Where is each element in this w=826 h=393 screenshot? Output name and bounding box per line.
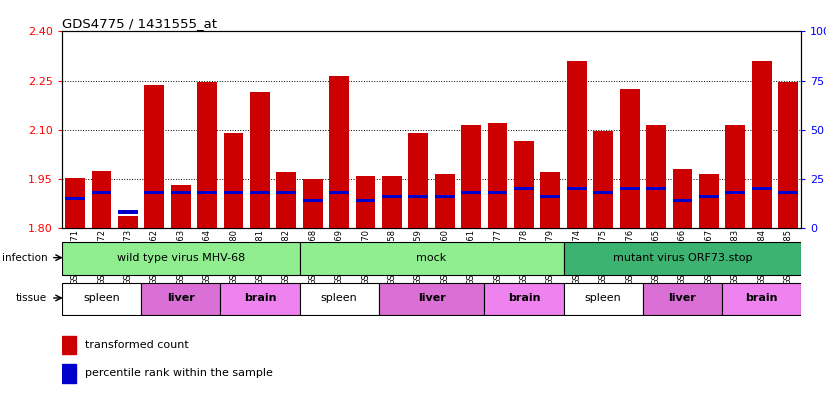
Bar [409,133,429,228]
Bar [277,172,297,228]
Bar [330,75,349,228]
Bar [461,191,481,195]
Bar [699,195,719,198]
Bar [593,131,613,228]
Text: spleen: spleen [320,293,358,303]
Bar [540,195,560,198]
Text: spleen: spleen [83,293,120,303]
Bar [672,169,692,228]
Bar [250,191,270,195]
Text: liver: liver [167,293,195,303]
Bar [356,198,376,202]
Bar [672,198,692,202]
Text: transformed count: transformed count [84,340,188,350]
Bar [752,61,771,228]
Bar [434,174,454,228]
Text: liver: liver [418,293,445,303]
Bar [62,242,300,275]
Bar [224,191,244,195]
Bar [725,125,745,228]
Text: tissue: tissue [16,293,47,303]
Bar [434,195,454,198]
Bar [646,187,666,191]
Bar [593,191,613,195]
Bar [62,336,76,354]
Bar [379,283,484,314]
Bar [221,283,300,314]
Bar [62,283,141,314]
Bar [300,242,563,275]
Text: percentile rank within the sample: percentile rank within the sample [84,368,273,378]
Text: mock: mock [416,253,447,263]
Bar [300,283,379,314]
Text: brain: brain [244,293,276,303]
Bar [382,176,402,228]
Bar [141,283,221,314]
Bar [778,82,798,228]
Bar [224,133,244,228]
Bar [145,191,164,195]
Bar [65,196,85,200]
Bar [277,191,297,195]
Bar [197,191,217,195]
Text: wild type virus MHV-68: wild type virus MHV-68 [116,253,244,263]
Bar [171,185,191,228]
Bar [620,89,639,228]
Bar [487,123,507,228]
Bar [540,172,560,228]
Text: brain: brain [745,293,778,303]
Bar [484,283,563,314]
Bar [145,86,164,228]
Bar [563,242,801,275]
Bar [303,179,323,228]
Bar [92,171,112,228]
Bar [382,195,402,198]
Bar [646,125,666,228]
Bar [699,174,719,228]
Bar [409,195,429,198]
Text: infection: infection [2,253,47,263]
Bar [514,141,534,228]
Bar [752,187,771,191]
Bar [778,191,798,195]
Bar [514,187,534,191]
Bar [118,217,138,228]
Text: spleen: spleen [585,293,622,303]
Bar [330,191,349,195]
Bar [65,178,85,228]
Bar [250,92,270,228]
Bar [171,191,191,195]
Bar [62,364,76,383]
Bar [356,176,376,228]
Text: brain: brain [508,293,540,303]
Bar [563,283,643,314]
Text: liver: liver [668,293,696,303]
Bar [461,125,481,228]
Bar [567,61,586,228]
Text: GDS4775 / 1431555_at: GDS4775 / 1431555_at [62,17,217,30]
Bar [197,82,217,228]
Bar [722,283,801,314]
Bar [303,198,323,202]
Bar [643,283,722,314]
Bar [118,210,138,214]
Bar [567,187,586,191]
Text: mutant virus ORF73.stop: mutant virus ORF73.stop [613,253,752,263]
Bar [725,191,745,195]
Bar [92,191,112,195]
Bar [620,187,639,191]
Bar [487,191,507,195]
